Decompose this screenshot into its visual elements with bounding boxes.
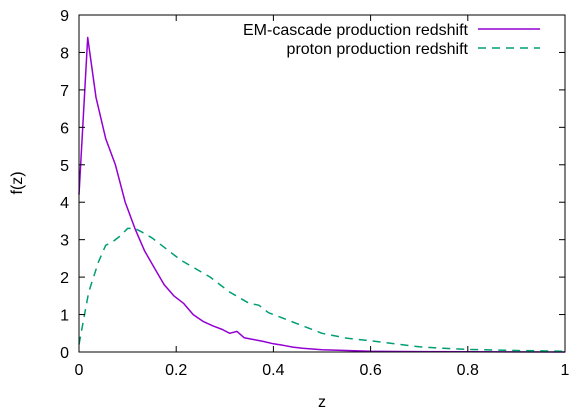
x-tick-label: 1	[561, 362, 570, 379]
y-tick-label: 8	[60, 45, 69, 62]
x-tick-label: 0	[75, 362, 84, 379]
y-tick-label: 3	[60, 233, 69, 250]
y-tick-label: 6	[60, 120, 69, 137]
x-tick-label: 0.8	[457, 362, 479, 379]
y-axis-label: f(z)	[9, 171, 26, 194]
y-tick-label: 9	[60, 8, 69, 25]
y-tick-label: 5	[60, 158, 69, 175]
y-tick-label: 0	[60, 345, 69, 362]
plot-frame	[78, 14, 566, 353]
x-tick-label: 0.4	[262, 362, 284, 379]
legend: EM-cascade production redshift proton pro…	[243, 22, 540, 58]
y-tick-label: 1	[60, 308, 69, 325]
x-tick-label: 0.6	[359, 362, 381, 379]
data-layer	[78, 36, 566, 353]
series-line-2	[78, 227, 566, 353]
legend-label-2: proton production redshift	[287, 41, 469, 58]
x-axis-label: z	[318, 394, 326, 411]
ticks-layer: 0 0.2 0.4 0.6 0.8 1 0 1 2 3 4 5 6 7 8 9	[60, 8, 569, 379]
y-tick-label: 4	[60, 195, 69, 212]
legend-label-1: EM-cascade production redshift	[243, 22, 469, 39]
y-tick-label: 7	[60, 83, 69, 100]
y-tick-label: 2	[60, 270, 69, 287]
x-tick-label: 0.2	[165, 362, 187, 379]
series-line-1	[78, 36, 566, 353]
